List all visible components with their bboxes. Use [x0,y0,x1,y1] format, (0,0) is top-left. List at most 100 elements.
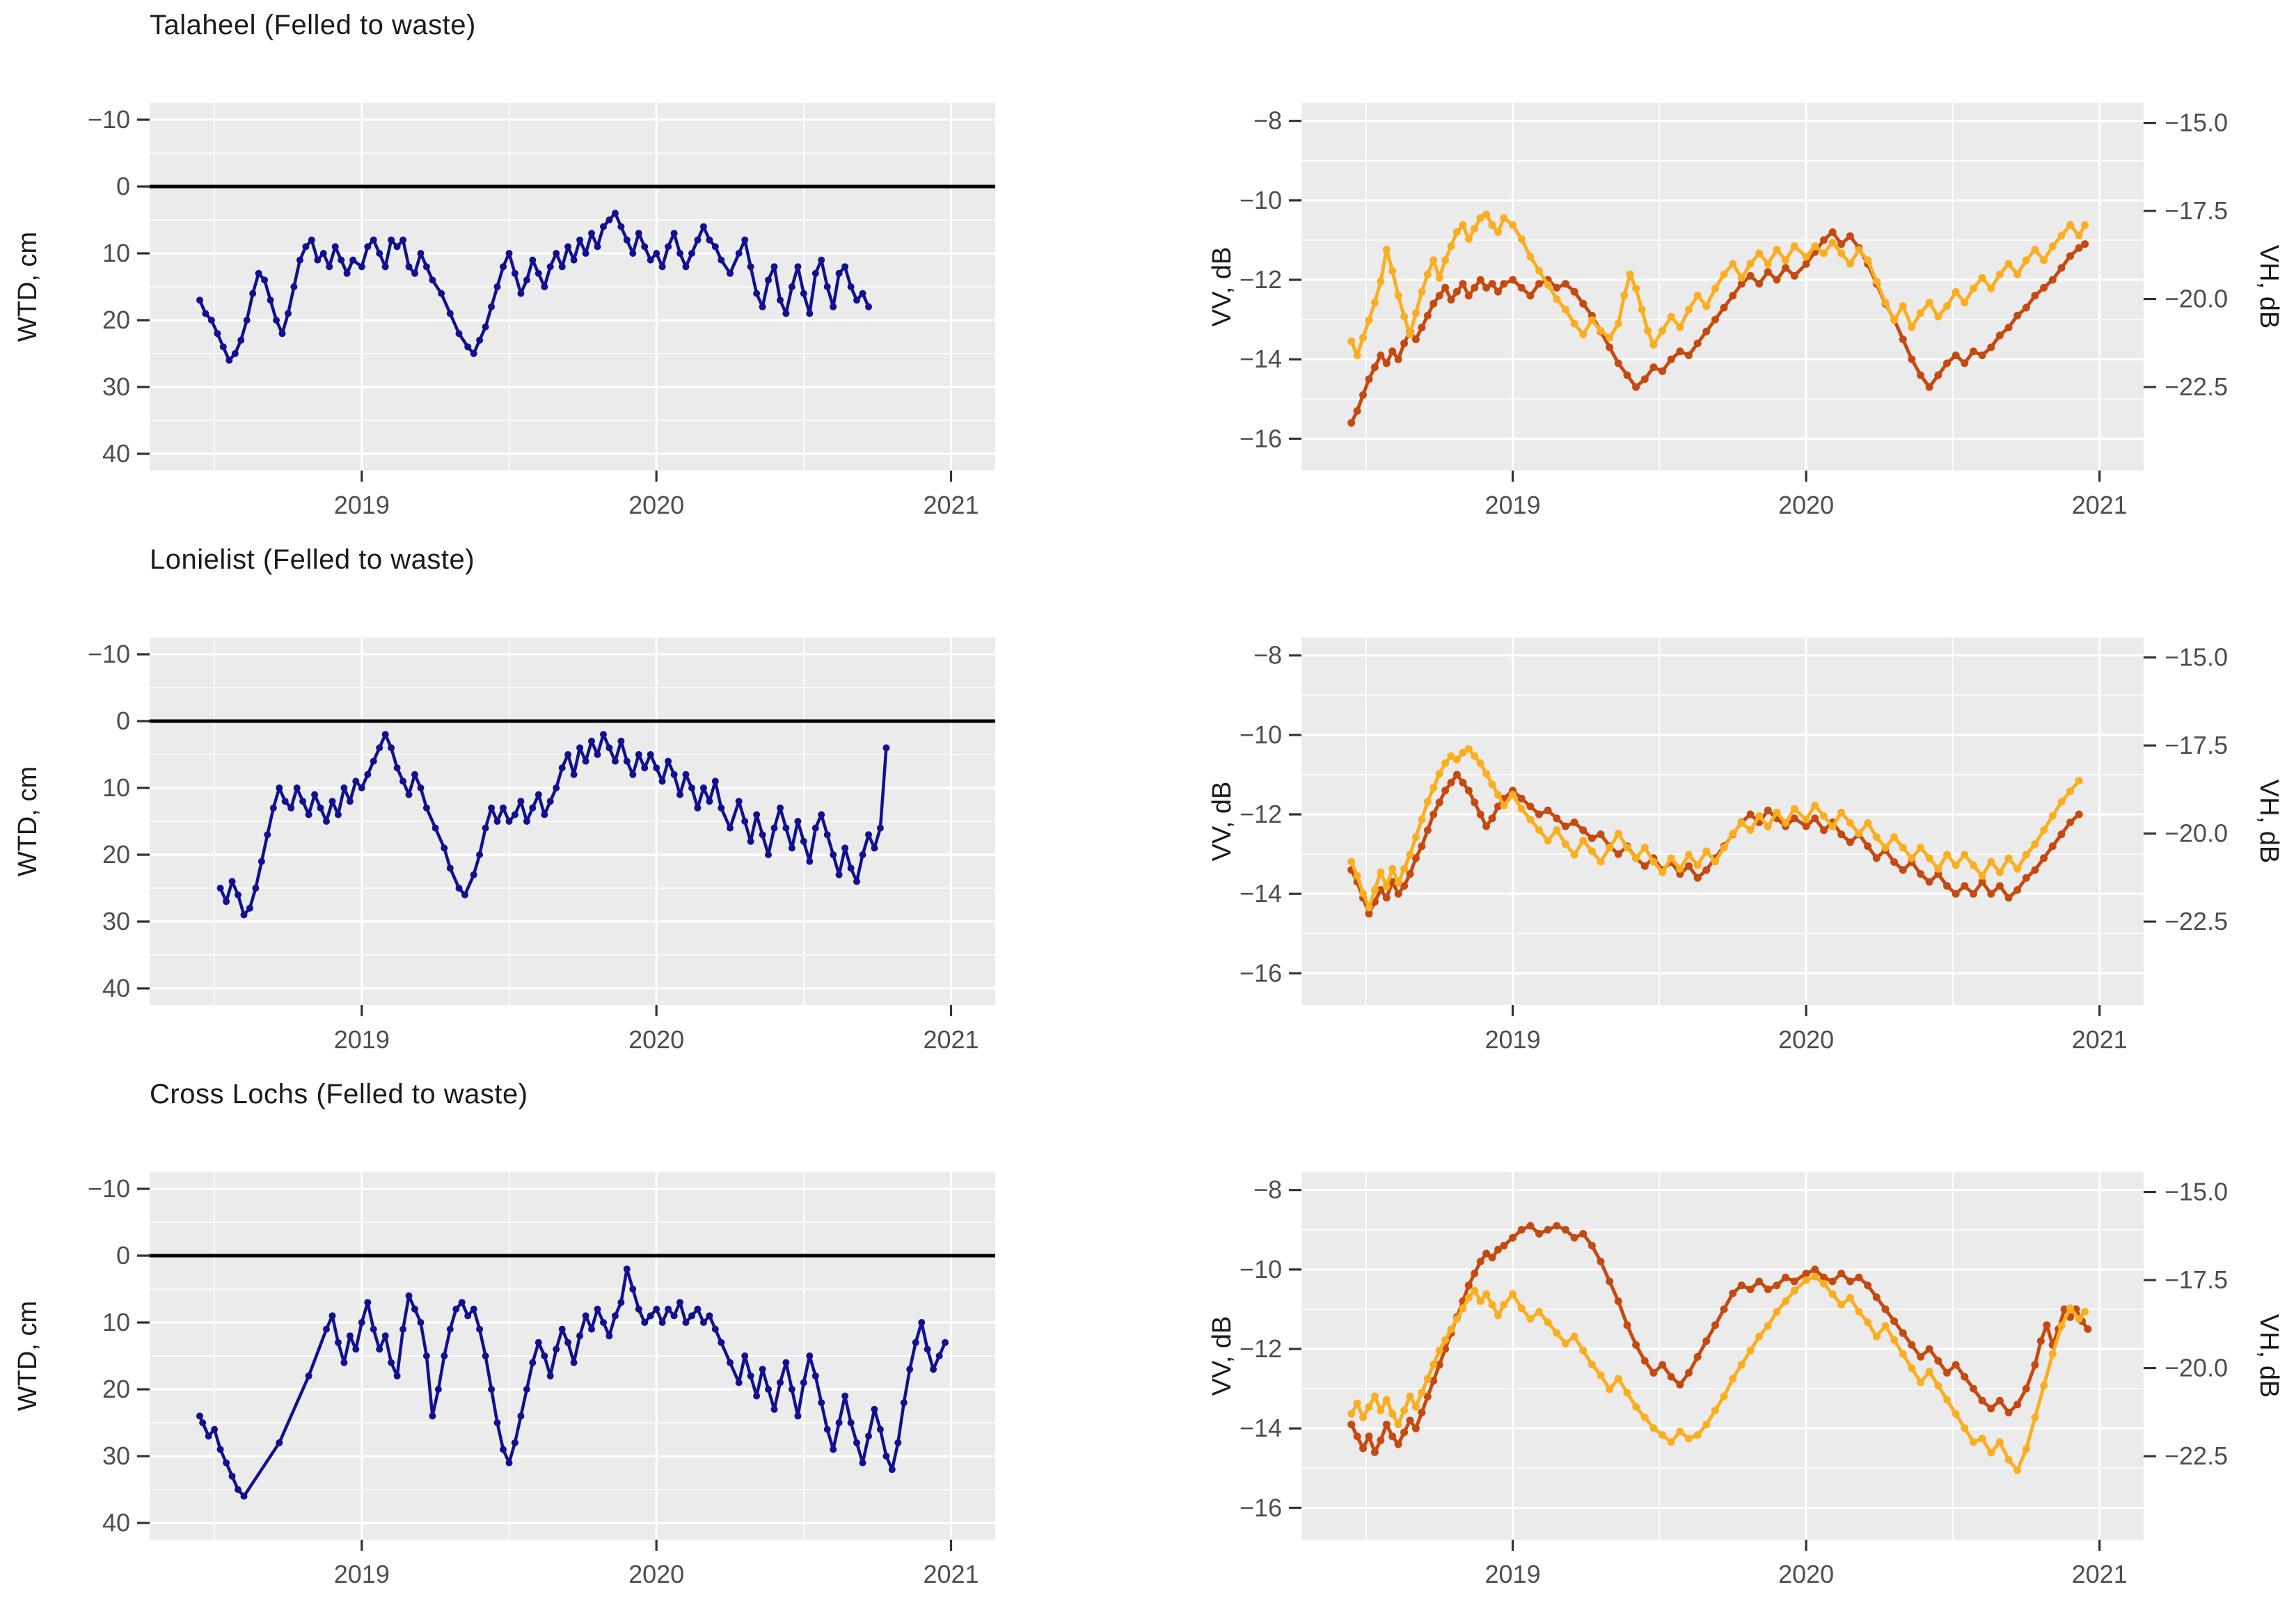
svg-text:10: 10 [102,1308,130,1336]
svg-text:40: 40 [102,974,130,1002]
svg-text:−10: −10 [88,1174,130,1203]
wtd-axis-label: WTD, cm [13,232,42,342]
x-gridlines [1365,103,2101,471]
svg-text:20: 20 [102,306,130,334]
svg-text:20: 20 [102,840,130,869]
vv-axis-label: VV, dB [1208,247,1237,327]
svg-text:−15.0: −15.0 [2164,643,2228,672]
svg-text:2021: 2021 [2072,491,2128,519]
svg-text:−14: −14 [1240,879,1282,908]
svg-text:−16: −16 [1240,424,1282,452]
svg-text:2020: 2020 [628,1560,684,1588]
y-axis-left: −8 −10 −12 −14 −16 [1240,106,1301,452]
x-axis: 2019 2020 2021 [1485,1005,2128,1054]
x-axis: 2019 2020 2021 [334,1540,979,1588]
svg-text:−12: −12 [1240,800,1282,828]
svg-text:2019: 2019 [1485,1560,1541,1588]
svg-text:−20.0: −20.0 [2164,285,2228,313]
chart-title-cross-lochs: Cross Lochs (Felled to waste) [150,1079,528,1110]
svg-text:2019: 2019 [1485,491,1541,519]
svg-text:30: 30 [102,372,130,401]
y-axis-left: −8 −10 −12 −14 −16 [1240,641,1301,987]
vh-axis-label: VH, dB [2254,1314,2283,1398]
vv-axis-label: VV, dB [1208,1316,1237,1396]
x-gridlines [1365,1172,2101,1540]
svg-text:−20.0: −20.0 [2164,1354,2228,1382]
x-axis: 2019 2020 2021 [1485,1540,2128,1588]
panel-background [1301,103,2144,471]
svg-text:2019: 2019 [334,1025,390,1054]
svg-text:−10: −10 [1240,186,1282,214]
chart-title-lonielist: Lonielist (Felled to waste) [150,544,475,575]
x-axis: 2019 2020 2021 [334,1005,979,1054]
panel-background [1301,1172,2144,1540]
svg-text:2021: 2021 [923,491,979,519]
svg-text:2021: 2021 [923,1560,979,1588]
svg-text:−14: −14 [1240,345,1282,373]
vh-axis-label: VH, dB [2254,780,2283,863]
svg-text:−10: −10 [88,640,130,668]
x-axis: 2019 2020 2021 [334,471,979,519]
svg-text:0: 0 [116,1241,130,1270]
svg-text:−10: −10 [88,105,130,134]
wtd-axis-label: WTD, cm [13,1301,42,1411]
vh-axis-label: VH, dB [2254,245,2283,329]
wtd-chart-cross-lochs: −10 0 10 20 30 40 2019 2020 2021 WTD, cm [13,1172,995,1588]
y-axis: −10 0 10 20 30 40 [88,640,150,1002]
svg-text:30: 30 [102,1442,130,1470]
svg-text:30: 30 [102,907,130,935]
y-axis-right: −15.0 −17.5 −20.0 −22.5 [2144,1178,2228,1470]
y-axis-left: −8 −10 −12 −14 −16 [1240,1176,1301,1522]
svg-text:2021: 2021 [2072,1025,2128,1054]
svg-text:10: 10 [102,773,130,802]
chart-title-talaheel: Talaheel (Felled to waste) [150,10,476,40]
wtd-series [196,1265,949,1500]
svg-text:−16: −16 [1240,958,1282,987]
x-axis: 2019 2020 2021 [1485,471,2128,519]
svg-text:20: 20 [102,1375,130,1403]
svg-text:0: 0 [116,706,130,735]
svg-text:−10: −10 [1240,720,1282,749]
svg-text:2019: 2019 [1485,1025,1541,1054]
wtd-series [216,731,890,919]
svg-text:−8: −8 [1253,1176,1282,1204]
panel-background [1301,638,2144,1005]
svg-text:−20.0: −20.0 [2164,819,2228,848]
y-axis: −10 0 10 20 30 40 [88,105,150,468]
svg-text:2021: 2021 [2072,1560,2128,1588]
y-axis: −10 0 10 20 30 40 [88,1174,150,1537]
svg-text:−22.5: −22.5 [2164,372,2228,401]
svg-text:−12: −12 [1240,265,1282,294]
x-gridlines [1365,638,2101,1005]
svg-text:40: 40 [102,439,130,468]
vh-series [1347,745,2083,912]
svg-text:2019: 2019 [334,491,390,519]
svg-text:2019: 2019 [334,1560,390,1588]
svg-text:40: 40 [102,1508,130,1537]
svg-text:−17.5: −17.5 [2164,1265,2228,1294]
svg-text:−14: −14 [1240,1414,1282,1442]
wtd-chart-lonielist: −10 0 10 20 30 40 2019 2020 2021 WTD, cm [13,638,995,1054]
wtd-axis-label: WTD, cm [13,766,42,876]
svg-text:−22.5: −22.5 [2164,907,2228,935]
vh-series [1347,210,2089,359]
svg-text:−22.5: −22.5 [2164,1442,2228,1470]
wtd-series [196,210,872,364]
svg-text:−15.0: −15.0 [2164,109,2228,137]
svg-text:10: 10 [102,239,130,267]
svg-text:−8: −8 [1253,106,1282,135]
svg-text:−15.0: −15.0 [2164,1178,2228,1206]
wtd-chart-talaheel: −10 0 10 20 30 40 2019 2020 2021 WTD, cm [13,103,995,519]
svg-text:2020: 2020 [628,1025,684,1054]
svg-text:2020: 2020 [1778,1025,1834,1054]
svg-text:−16: −16 [1240,1493,1282,1522]
svg-text:−8: −8 [1253,641,1282,670]
svg-text:2021: 2021 [923,1025,979,1054]
y-axis-right: −15.0 −17.5 −20.0 −22.5 [2144,109,2228,401]
svg-text:2020: 2020 [1778,1560,1834,1588]
svg-text:−17.5: −17.5 [2164,731,2228,759]
